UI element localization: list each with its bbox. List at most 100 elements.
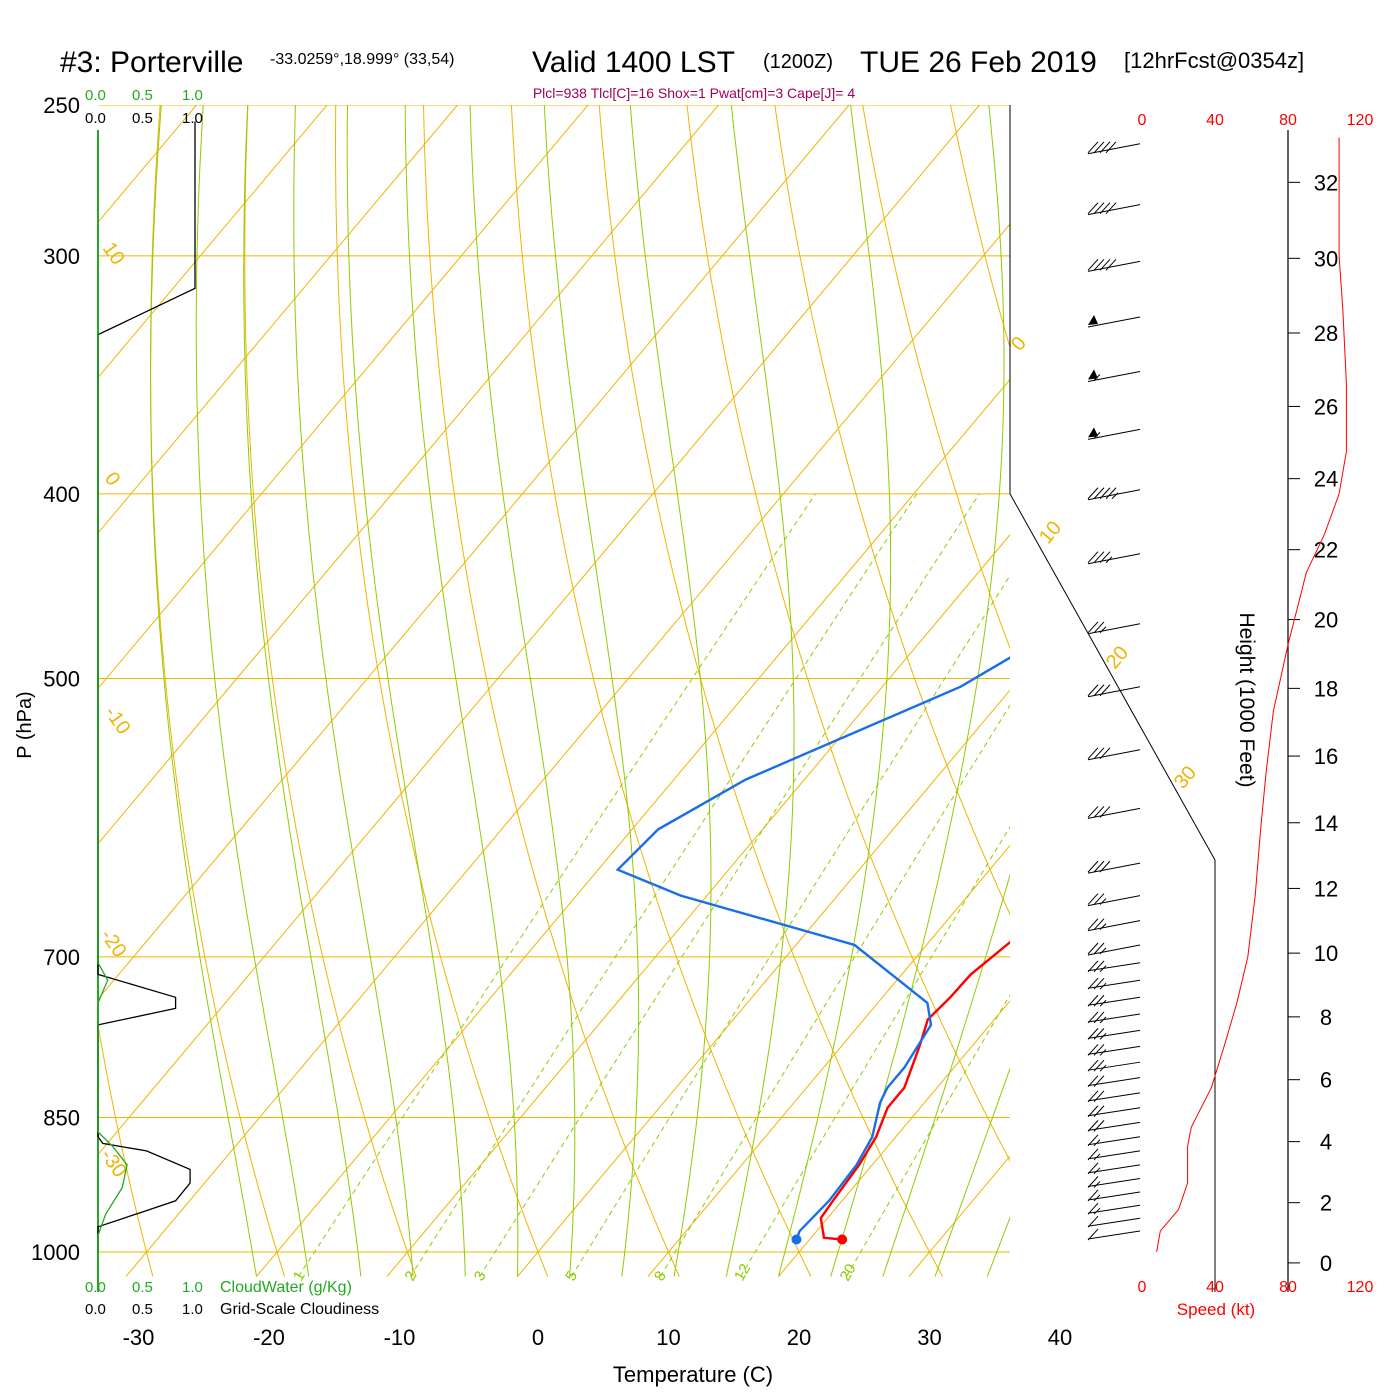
wind-barb-feather xyxy=(1093,1011,1105,1024)
wind-barb-half xyxy=(1099,898,1107,905)
dry-adiabat--20 xyxy=(149,105,285,1277)
wind-barb-24 xyxy=(1087,1090,1141,1103)
cloudwater-line xyxy=(97,309,128,1273)
wind-barb-4 xyxy=(1087,369,1141,382)
station-title: #3: Porterville xyxy=(60,46,243,79)
height-axis-title: Height (1000 Feet) xyxy=(1235,612,1258,787)
speed-bottom-tick-1: 40 xyxy=(1206,1279,1224,1296)
height-tick-32: 32 xyxy=(1314,170,1338,195)
wind-barb-22 xyxy=(1087,1059,1141,1072)
mixing-ratio-1 xyxy=(298,493,816,1277)
wind-barb-feather xyxy=(1087,994,1099,1007)
isotherm-40 xyxy=(1040,105,1400,1277)
cloudwater-label: CloudWater (g/Kg) xyxy=(220,1279,352,1296)
wind-barb-staff xyxy=(1087,920,1141,932)
dry-adiabat--40 xyxy=(0,105,21,1277)
wind-barb-half xyxy=(1105,556,1113,564)
wind-barb-feather xyxy=(1099,747,1111,760)
wind-barb-feather xyxy=(1087,684,1099,697)
isotherm-10 xyxy=(647,844,1010,1277)
wind-barb-feather xyxy=(1093,487,1105,500)
isotherm--80 xyxy=(98,105,458,534)
temperature-surface-point xyxy=(837,1234,848,1245)
wind-barb-feather xyxy=(1087,918,1099,930)
wind-barb-feather xyxy=(1093,1028,1105,1040)
isotherm-label-1: 0 xyxy=(100,468,124,490)
wind-barb-1 xyxy=(1087,202,1141,216)
moist-adiabat--4 xyxy=(346,105,466,1277)
height-tick-2: 2 xyxy=(1320,1191,1332,1216)
wind-barb-feather xyxy=(1093,806,1105,818)
wind-barb-staff xyxy=(1087,944,1141,956)
isotherm--60 xyxy=(98,105,719,845)
moist-adiabat-12 xyxy=(629,105,712,1277)
wind-barb-feather xyxy=(1093,893,1105,905)
isotherm-label-5: 0 xyxy=(1007,333,1031,356)
wind-barb-feather xyxy=(1087,960,1099,973)
wind-barb-feather xyxy=(1105,259,1117,271)
dewpoint-line xyxy=(615,656,1010,1240)
mixing-ratio-label-12: 12 xyxy=(731,1261,754,1284)
wind-barb-30 xyxy=(1087,1176,1141,1188)
moist-adiabat-40 xyxy=(1040,105,1400,1277)
wind-barb-16 xyxy=(1087,960,1141,973)
wind-barb-14 xyxy=(1087,918,1141,932)
isotherm-20 xyxy=(778,1000,1010,1277)
wind-barb-feather xyxy=(1087,1090,1099,1103)
isotherm--50 xyxy=(98,105,850,1000)
wind-barb-7 xyxy=(1087,551,1141,565)
mixing-ratio-label-8: 8 xyxy=(651,1268,670,1284)
speed-bottom-tick-0: 0 xyxy=(1138,1279,1147,1296)
wind-barb-staff xyxy=(1087,807,1141,819)
wind-barb-20 xyxy=(1087,1028,1141,1040)
speed-tick-0: 0 xyxy=(1138,112,1147,129)
p-tick-400: 400 xyxy=(43,482,80,507)
wind-barb-feather xyxy=(1105,487,1117,500)
speed-tick-3: 120 xyxy=(1347,112,1374,129)
wind-barb-feather xyxy=(1093,860,1105,873)
frame-diagonal xyxy=(1009,493,1216,861)
wind-barb-feather xyxy=(1099,141,1111,154)
wind-barb-feather xyxy=(1087,747,1099,760)
wind-barb-half xyxy=(1093,432,1101,439)
wind-barb-feather xyxy=(1093,259,1105,271)
wind-barb-half xyxy=(1099,1064,1107,1072)
moist-adiabat-4 xyxy=(469,105,576,1277)
wind-speed-line xyxy=(1156,137,1347,1253)
wind-barb-12 xyxy=(1087,860,1141,874)
wind-barb-half xyxy=(1099,1016,1107,1024)
wind-barb-feather xyxy=(1093,1105,1105,1118)
cloudwater-tick-1: 0.5 xyxy=(132,87,153,104)
dry-adiabat-60 xyxy=(862,105,1010,650)
wind-barb-15 xyxy=(1087,942,1141,956)
wind-barb-feather xyxy=(1093,1075,1105,1087)
mixing-ratio-20 xyxy=(846,994,1010,1277)
wind-barb-staff xyxy=(1087,749,1141,761)
cloudiness-tick-1: 0.5 xyxy=(132,110,153,127)
wind-barb-feather xyxy=(1093,1059,1105,1072)
speed-tick-2: 80 xyxy=(1279,112,1297,129)
mixing-ratio-label-5: 5 xyxy=(562,1268,581,1284)
cloudiness-bottom-tick-2: 1.0 xyxy=(182,1301,203,1318)
speed-tick-1: 40 xyxy=(1206,112,1224,129)
wind-barb-half xyxy=(1099,1049,1107,1056)
dry-adiabat--10 xyxy=(244,105,417,1277)
wind-barb-staff xyxy=(1087,686,1141,698)
isotherm--30 xyxy=(125,223,1010,1277)
wind-barb-half xyxy=(1099,965,1107,973)
isotherm-label-3: -20 xyxy=(96,925,131,961)
wind-barb-feather xyxy=(1105,202,1117,214)
wind-barb-10 xyxy=(1087,747,1141,761)
y-axis-title: P (hPa) xyxy=(14,691,36,758)
wind-barb-33 xyxy=(1087,1215,1141,1228)
moist-adiabat--16 xyxy=(195,105,310,1277)
wind-barb-feather xyxy=(1093,918,1105,930)
wind-barb-half xyxy=(1099,923,1107,931)
wind-barb-17 xyxy=(1087,977,1141,990)
moist-adiabat-32 xyxy=(934,1067,1010,1277)
wind-barb-9 xyxy=(1087,684,1141,698)
height-tick-20: 20 xyxy=(1314,608,1338,633)
wind-barb-11 xyxy=(1087,806,1141,819)
